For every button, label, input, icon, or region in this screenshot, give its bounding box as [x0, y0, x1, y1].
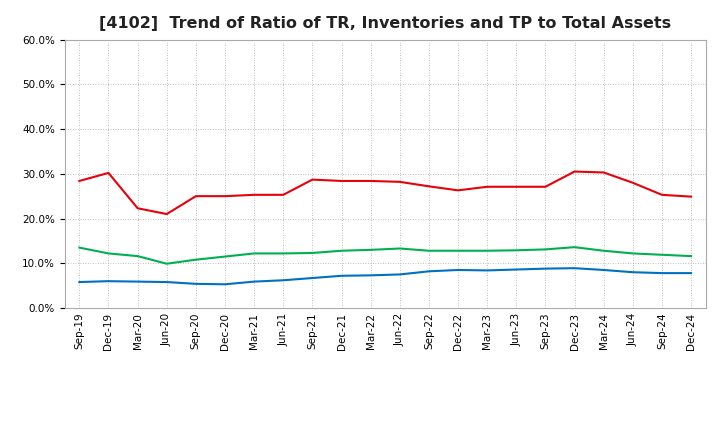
Title: [4102]  Trend of Ratio of TR, Inventories and TP to Total Assets: [4102] Trend of Ratio of TR, Inventories…	[99, 16, 671, 32]
Inventories	[163, 279, 171, 285]
Trade Receivables	[687, 194, 696, 199]
Trade Payables	[192, 257, 200, 262]
Trade Payables	[163, 261, 171, 266]
Trade Payables	[366, 247, 375, 253]
Trade Receivables	[133, 205, 142, 211]
Trade Receivables	[250, 192, 258, 198]
Inventories	[454, 268, 462, 273]
Trade Payables	[425, 248, 433, 253]
Trade Receivables	[395, 179, 404, 184]
Trade Payables	[512, 248, 521, 253]
Inventories	[250, 279, 258, 284]
Inventories	[279, 278, 287, 283]
Trade Payables	[279, 251, 287, 256]
Trade Receivables	[483, 184, 492, 189]
Line: Trade Payables: Trade Payables	[79, 247, 691, 264]
Trade Receivables	[279, 192, 287, 198]
Line: Inventories: Inventories	[79, 268, 691, 284]
Trade Receivables	[163, 211, 171, 216]
Trade Receivables	[220, 194, 229, 199]
Line: Trade Receivables: Trade Receivables	[79, 172, 691, 214]
Trade Receivables	[454, 188, 462, 193]
Trade Payables	[657, 252, 666, 257]
Trade Receivables	[425, 183, 433, 189]
Inventories	[308, 275, 317, 281]
Trade Payables	[308, 250, 317, 256]
Inventories	[366, 273, 375, 278]
Trade Payables	[687, 253, 696, 259]
Trade Payables	[454, 248, 462, 253]
Inventories	[512, 267, 521, 272]
Inventories	[599, 268, 608, 273]
Inventories	[425, 269, 433, 274]
Trade Payables	[250, 251, 258, 256]
Trade Payables	[220, 254, 229, 259]
Trade Receivables	[337, 178, 346, 183]
Trade Receivables	[599, 170, 608, 175]
Trade Payables	[483, 248, 492, 253]
Inventories	[104, 279, 113, 284]
Inventories	[75, 279, 84, 285]
Inventories	[133, 279, 142, 284]
Inventories	[541, 266, 550, 271]
Inventories	[337, 273, 346, 279]
Trade Receivables	[308, 177, 317, 182]
Trade Payables	[75, 245, 84, 250]
Inventories	[629, 270, 637, 275]
Trade Payables	[541, 247, 550, 252]
Trade Receivables	[512, 184, 521, 189]
Inventories	[657, 271, 666, 276]
Trade Payables	[570, 245, 579, 250]
Trade Payables	[337, 248, 346, 253]
Trade Receivables	[629, 180, 637, 185]
Trade Receivables	[570, 169, 579, 174]
Inventories	[395, 272, 404, 277]
Trade Receivables	[541, 184, 550, 189]
Trade Payables	[133, 253, 142, 259]
Inventories	[192, 281, 200, 286]
Trade Receivables	[75, 178, 84, 183]
Trade Receivables	[657, 192, 666, 198]
Trade Payables	[395, 246, 404, 251]
Trade Payables	[599, 248, 608, 253]
Inventories	[687, 271, 696, 276]
Trade Payables	[104, 251, 113, 256]
Trade Receivables	[192, 194, 200, 199]
Inventories	[220, 282, 229, 287]
Trade Payables	[629, 251, 637, 256]
Trade Receivables	[366, 178, 375, 183]
Inventories	[570, 266, 579, 271]
Inventories	[483, 268, 492, 273]
Trade Receivables	[104, 170, 113, 176]
